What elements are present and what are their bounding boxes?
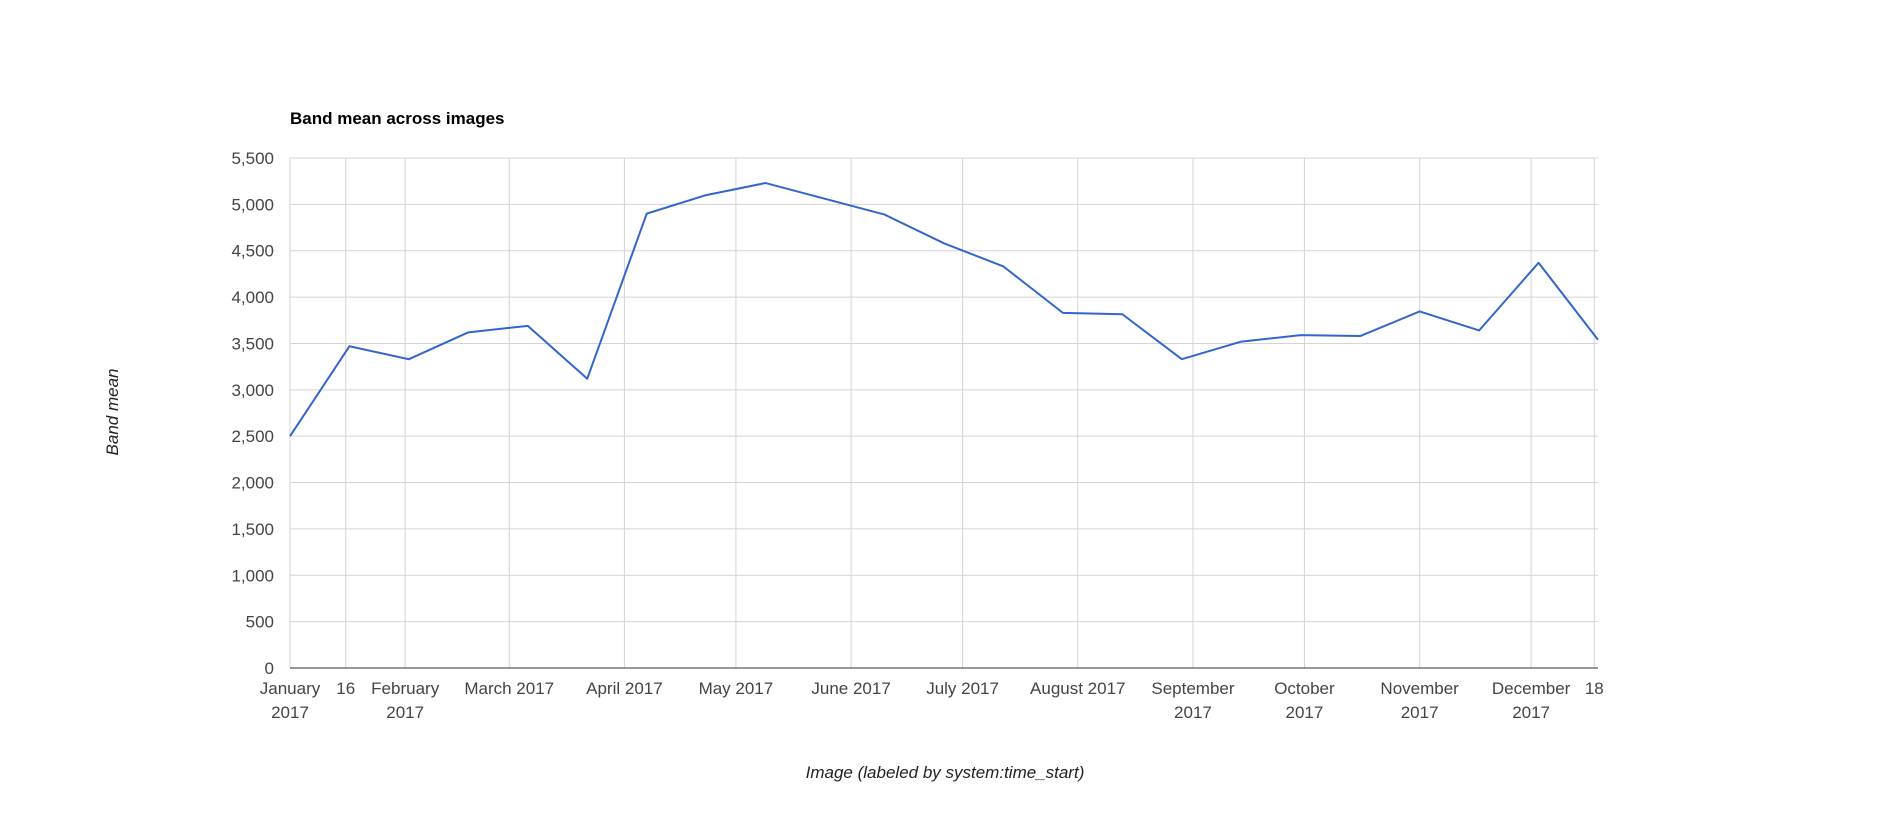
y-tick-label: 4,000 bbox=[231, 288, 274, 307]
x-tick-label: November 2017 bbox=[1380, 679, 1459, 722]
y-tick-label: 3,000 bbox=[231, 381, 274, 400]
x-tick-label: October 2017 bbox=[1274, 679, 1335, 722]
y-tick-label: 2,000 bbox=[231, 474, 274, 493]
y-tick-label: 1,500 bbox=[231, 520, 274, 539]
x-tick-label: August 2017 bbox=[1030, 679, 1125, 698]
data-line bbox=[289, 182, 1599, 437]
x-tick-label: April 2017 bbox=[586, 679, 663, 698]
y-tick-label: 2,500 bbox=[231, 427, 274, 446]
y-axis-title: Band mean bbox=[103, 369, 122, 456]
x-tick-label: May 2017 bbox=[699, 679, 774, 698]
x-tick-label: 16 bbox=[336, 679, 355, 698]
x-tick-label: March 2017 bbox=[464, 679, 554, 698]
x-tick-label: June 2017 bbox=[811, 679, 890, 698]
y-tick-label: 3,500 bbox=[231, 334, 274, 353]
y-tick-label: 0 bbox=[265, 659, 274, 678]
y-tick-label: 1,000 bbox=[231, 566, 274, 585]
y-tick-label: 500 bbox=[246, 613, 274, 632]
x-tick-label: December 2017 bbox=[1492, 679, 1571, 722]
y-tick-label: 4,500 bbox=[231, 242, 274, 261]
chart-title: Band mean across images bbox=[290, 109, 504, 128]
y-tick-label: 5,000 bbox=[231, 195, 274, 214]
y-tick-label: 5,500 bbox=[231, 149, 274, 168]
x-tick-label: September 2017 bbox=[1151, 679, 1234, 722]
x-tick-label: January 2017 bbox=[260, 679, 321, 722]
x-tick-label: 18 bbox=[1585, 679, 1604, 698]
x-axis-title: Image (labeled by system:time_start) bbox=[806, 763, 1085, 782]
x-tick-label: February 2017 bbox=[371, 679, 440, 722]
x-tick-label: July 2017 bbox=[926, 679, 999, 698]
